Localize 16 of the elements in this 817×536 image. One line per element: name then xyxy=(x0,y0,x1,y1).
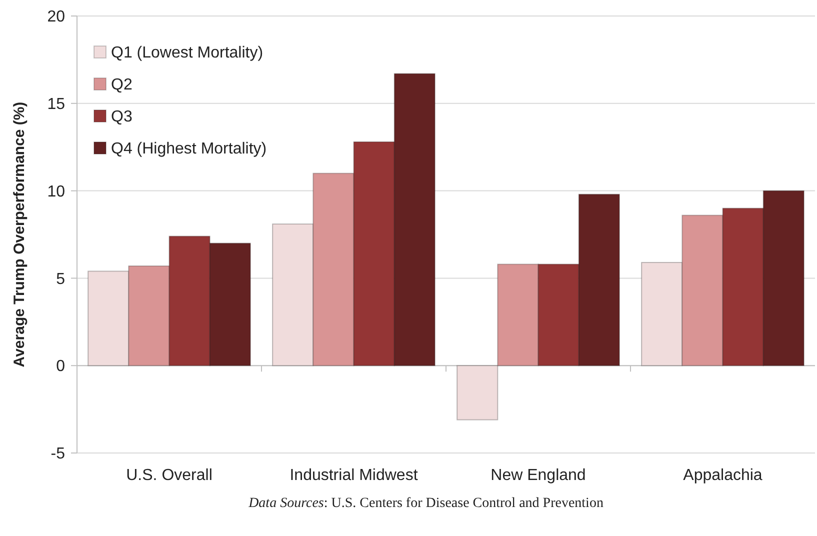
legend-label: Q4 (Highest Mortality) xyxy=(111,140,267,158)
y-axis-title: Average Trump Overperformance (%) xyxy=(11,102,28,368)
y-tick-label: 15 xyxy=(47,96,66,113)
legend-label: Q1 (Lowest Mortality) xyxy=(111,44,264,62)
x-tick-label: Industrial Midwest xyxy=(290,467,418,484)
y-tick-label: -5 xyxy=(50,446,66,463)
y-tick-label: 0 xyxy=(56,358,66,376)
text: Data Sources: U.S. Centers for Disease Control and Prevention xyxy=(248,496,604,511)
legend-label: Q2 xyxy=(111,76,132,94)
x-tick-label: U.S. Overall xyxy=(126,467,212,484)
x-tick-label: Appalachia xyxy=(683,467,762,484)
y-tick-label: 5 xyxy=(56,270,66,288)
y-tick-label: 10 xyxy=(47,183,66,200)
legend-label: Q3 xyxy=(111,108,132,126)
y-tick-label: 20 xyxy=(47,8,66,26)
x-tick-label: New England xyxy=(490,467,586,484)
